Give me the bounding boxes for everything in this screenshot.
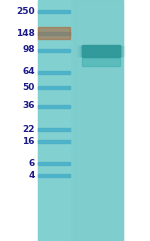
Text: 98: 98	[22, 46, 35, 54]
Bar	[80, 46, 122, 56]
Bar	[38, 71, 70, 74]
Bar	[81, 46, 121, 56]
Bar	[38, 32, 70, 34]
Bar	[38, 140, 70, 142]
Bar	[82, 46, 120, 56]
Text: 4: 4	[29, 170, 35, 180]
Bar	[38, 0, 70, 241]
Bar	[38, 9, 70, 13]
Bar	[38, 48, 70, 52]
Bar	[82, 45, 120, 57]
Bar	[38, 105, 70, 107]
Text: 22: 22	[22, 125, 35, 134]
Bar	[79, 46, 123, 56]
Bar	[38, 86, 70, 88]
Bar	[77, 46, 125, 56]
Bar	[38, 0, 123, 241]
Bar	[38, 127, 70, 130]
Text: 148: 148	[16, 28, 35, 38]
Text: 36: 36	[22, 101, 35, 111]
Text: 250: 250	[16, 7, 35, 15]
Bar	[78, 46, 124, 56]
Text: 6: 6	[29, 159, 35, 167]
Bar	[75, 0, 123, 241]
Text: 50: 50	[23, 82, 35, 92]
Text: 64: 64	[22, 67, 35, 76]
Bar	[38, 27, 70, 39]
Bar	[82, 58, 120, 66]
Text: 16: 16	[22, 136, 35, 146]
Bar	[38, 174, 70, 176]
Bar	[38, 161, 70, 165]
